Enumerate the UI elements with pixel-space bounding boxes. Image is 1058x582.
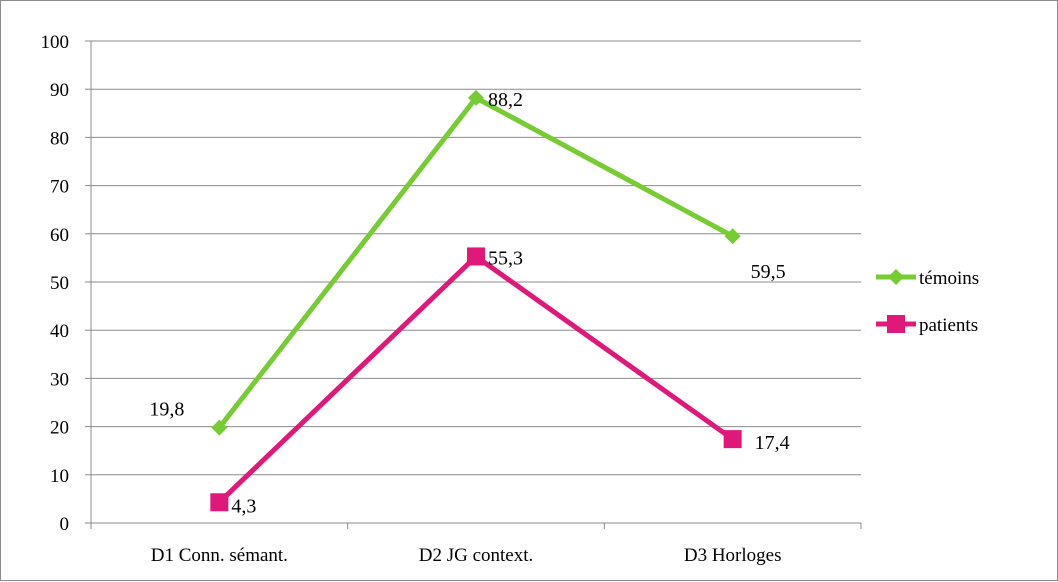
- data-labels: 19,8 88,2 59,5 4,3 55,3 17,4: [149, 89, 789, 517]
- x-tick-label: D3 Horloges: [684, 545, 782, 566]
- y-tick-label: 30: [50, 369, 69, 390]
- x-tick-label: D2 JG context.: [419, 545, 534, 566]
- data-point-témoins: [211, 419, 228, 436]
- data-point-patients: [723, 430, 742, 449]
- data-label-témoins: 59,5: [751, 261, 786, 283]
- data-label-patients: 55,3: [488, 247, 523, 269]
- y-tick-label: 10: [50, 466, 69, 487]
- data-label-patients: 4,3: [231, 495, 256, 517]
- data-label-témoins: 88,2: [488, 89, 523, 111]
- series-line-patients: [217, 253, 735, 505]
- legend-label-témoins: témoins: [919, 268, 979, 289]
- data-point-patients: [467, 247, 485, 266]
- x-axis-ticks: D1 Conn. sémant. D2 JG context. D3 Horloge…: [151, 545, 782, 566]
- y-axis-ticks: 0 10 20 30 40 50 60 70 80 90 100: [41, 32, 70, 535]
- y-tick-label: 100: [41, 32, 70, 53]
- legend-label-patients: patients: [919, 315, 978, 336]
- y-tick-label: 80: [50, 128, 69, 149]
- data-point-patients: [210, 493, 229, 512]
- y-tick-label: 0: [60, 514, 70, 535]
- y-tick-label: 50: [50, 273, 69, 294]
- legend-marker-patients: [887, 315, 905, 333]
- legend: témoins patients: [876, 268, 979, 336]
- y-tick-label: 70: [50, 177, 69, 198]
- axes: [85, 40, 862, 529]
- data-point-témoins: [468, 89, 484, 106]
- data-point-témoins: [724, 228, 741, 245]
- y-tick-label: 40: [50, 321, 69, 342]
- y-tick-label: 90: [50, 80, 69, 101]
- legend-marker-témoins: [888, 269, 904, 285]
- data-label-témoins: 19,8: [149, 399, 184, 421]
- y-tick-label: 60: [50, 225, 69, 246]
- data-label-patients: 17,4: [755, 432, 790, 454]
- x-tick-label: D1 Conn. sémant.: [151, 545, 288, 566]
- y-tick-label: 20: [50, 418, 69, 439]
- series-group: [210, 89, 742, 512]
